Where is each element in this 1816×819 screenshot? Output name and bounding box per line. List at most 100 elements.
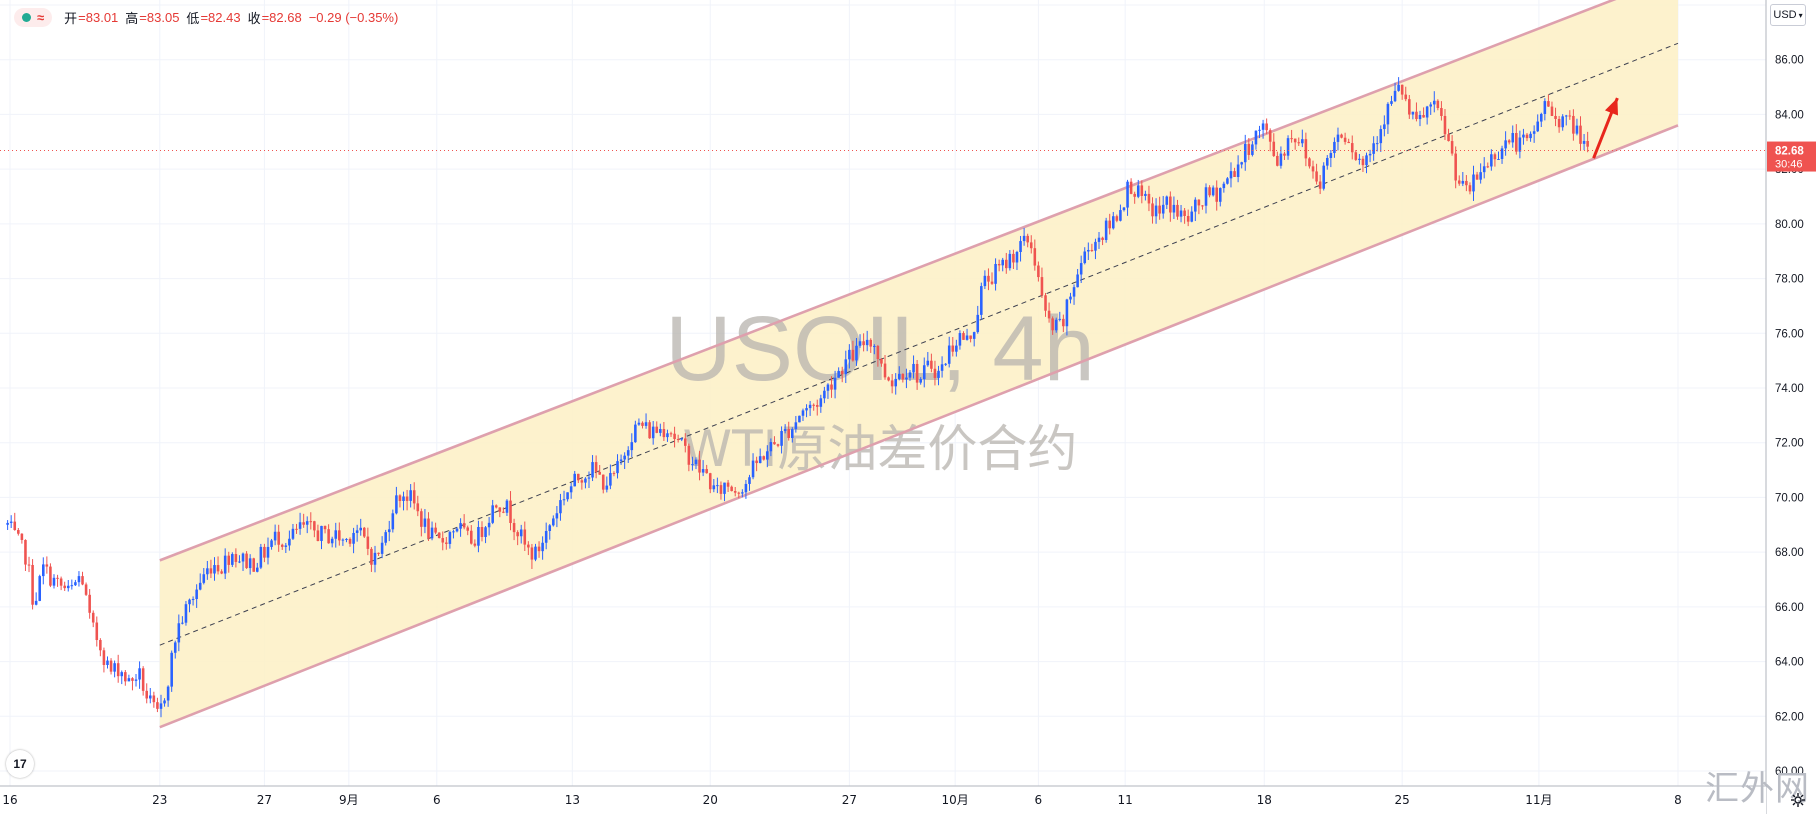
price-tick-label: 60.00 bbox=[1775, 766, 1804, 778]
candle-body bbox=[341, 539, 345, 541]
candle-body bbox=[480, 526, 484, 537]
candle-body bbox=[1087, 249, 1090, 252]
candle-body bbox=[1179, 210, 1183, 217]
candle-body bbox=[527, 544, 530, 548]
candle-body bbox=[177, 623, 181, 643]
candle-body bbox=[1336, 134, 1340, 142]
candle-body bbox=[623, 455, 626, 460]
candle-body bbox=[1265, 123, 1268, 131]
candle-body bbox=[1454, 153, 1457, 181]
candle-body bbox=[1586, 140, 1589, 147]
time-tick-label: 9月 bbox=[339, 793, 359, 807]
candle-body bbox=[798, 415, 801, 423]
candle-body bbox=[1393, 90, 1397, 102]
candle-body bbox=[398, 495, 402, 501]
candle-body bbox=[644, 422, 648, 426]
candle-body bbox=[1136, 185, 1140, 197]
candle-body bbox=[990, 281, 994, 284]
candle-body bbox=[1550, 106, 1554, 116]
tradingview-logo-icon[interactable]: 17 bbox=[6, 750, 34, 778]
candle-body bbox=[719, 485, 723, 494]
candle-body bbox=[120, 672, 124, 677]
candle-body bbox=[1147, 193, 1151, 204]
time-tick-label: 27 bbox=[842, 793, 857, 807]
candle-body bbox=[776, 444, 780, 446]
candle-body bbox=[1386, 103, 1390, 125]
candle-body bbox=[605, 485, 609, 490]
candle-body bbox=[320, 525, 323, 541]
channel-upper-line bbox=[159, 0, 1617, 562]
currency-label: USD bbox=[1773, 9, 1797, 21]
candle-body bbox=[1008, 253, 1012, 269]
candle-body bbox=[926, 360, 930, 366]
candle-body bbox=[42, 564, 45, 577]
candle-body bbox=[887, 377, 890, 381]
candle-body bbox=[1475, 174, 1479, 180]
candle-body bbox=[448, 532, 452, 544]
candle-body bbox=[851, 349, 855, 361]
candle-body bbox=[412, 490, 416, 504]
candle-body bbox=[1368, 153, 1372, 156]
gear-icon[interactable] bbox=[1790, 792, 1806, 808]
candle-body bbox=[666, 433, 669, 438]
candle-body bbox=[808, 404, 812, 409]
candle-body bbox=[919, 379, 922, 383]
candle-body bbox=[801, 410, 805, 416]
candle-body bbox=[1554, 115, 1557, 119]
candle-body bbox=[198, 582, 202, 590]
candle-body bbox=[876, 345, 880, 359]
candle-body bbox=[1568, 115, 1572, 117]
candle-body bbox=[131, 678, 134, 681]
status-pill[interactable]: ≈ bbox=[14, 7, 53, 27]
currency-button[interactable]: USD ▾ bbox=[1770, 4, 1806, 26]
candle-body bbox=[1575, 125, 1579, 134]
price-tick-label: 74.00 bbox=[1775, 383, 1804, 395]
channel-lower-line bbox=[159, 124, 1679, 729]
candle-body bbox=[159, 703, 163, 709]
candle-body bbox=[812, 404, 815, 406]
candle-body bbox=[1383, 124, 1386, 130]
candle-body bbox=[865, 339, 869, 346]
candle-body bbox=[1129, 181, 1133, 194]
last-price-label: 82.68 bbox=[1775, 146, 1804, 158]
candle-body bbox=[1572, 115, 1575, 134]
candle-body bbox=[116, 663, 120, 677]
candle-body bbox=[1397, 84, 1400, 91]
candle-body bbox=[420, 511, 423, 527]
candle-body bbox=[1172, 204, 1176, 213]
candle-body bbox=[1154, 205, 1158, 217]
candle-body bbox=[823, 390, 826, 399]
candle-body bbox=[1076, 274, 1079, 288]
price-tick-label: 86.00 bbox=[1775, 55, 1804, 67]
candle-body bbox=[1450, 141, 1454, 154]
candle-body bbox=[309, 521, 313, 523]
candle-body bbox=[1411, 111, 1415, 115]
candle-body bbox=[291, 528, 295, 539]
candle-body bbox=[231, 554, 234, 565]
candle-body bbox=[819, 398, 823, 407]
time-tick-label: 11 bbox=[1118, 793, 1133, 807]
candle-body bbox=[901, 373, 905, 380]
candle-body bbox=[473, 543, 477, 546]
candle-body bbox=[298, 522, 302, 529]
candle-body bbox=[673, 433, 676, 440]
candle-body bbox=[505, 500, 509, 513]
candle-body bbox=[869, 339, 873, 347]
candle-body bbox=[1432, 100, 1436, 105]
candle-body bbox=[1472, 174, 1475, 192]
candle-body bbox=[733, 491, 737, 493]
candle-body bbox=[523, 529, 527, 545]
candle-body bbox=[626, 450, 630, 456]
candle-body bbox=[1325, 157, 1329, 166]
candle-body bbox=[170, 652, 173, 687]
open-value: =83.01 bbox=[78, 9, 119, 25]
candle-body bbox=[27, 564, 31, 566]
trend-arrow-head bbox=[1604, 98, 1618, 116]
candle-body bbox=[1126, 181, 1129, 208]
candle-body bbox=[1579, 125, 1582, 144]
candle-body bbox=[124, 672, 127, 682]
candle-body bbox=[566, 492, 569, 500]
candle-body bbox=[256, 567, 259, 572]
